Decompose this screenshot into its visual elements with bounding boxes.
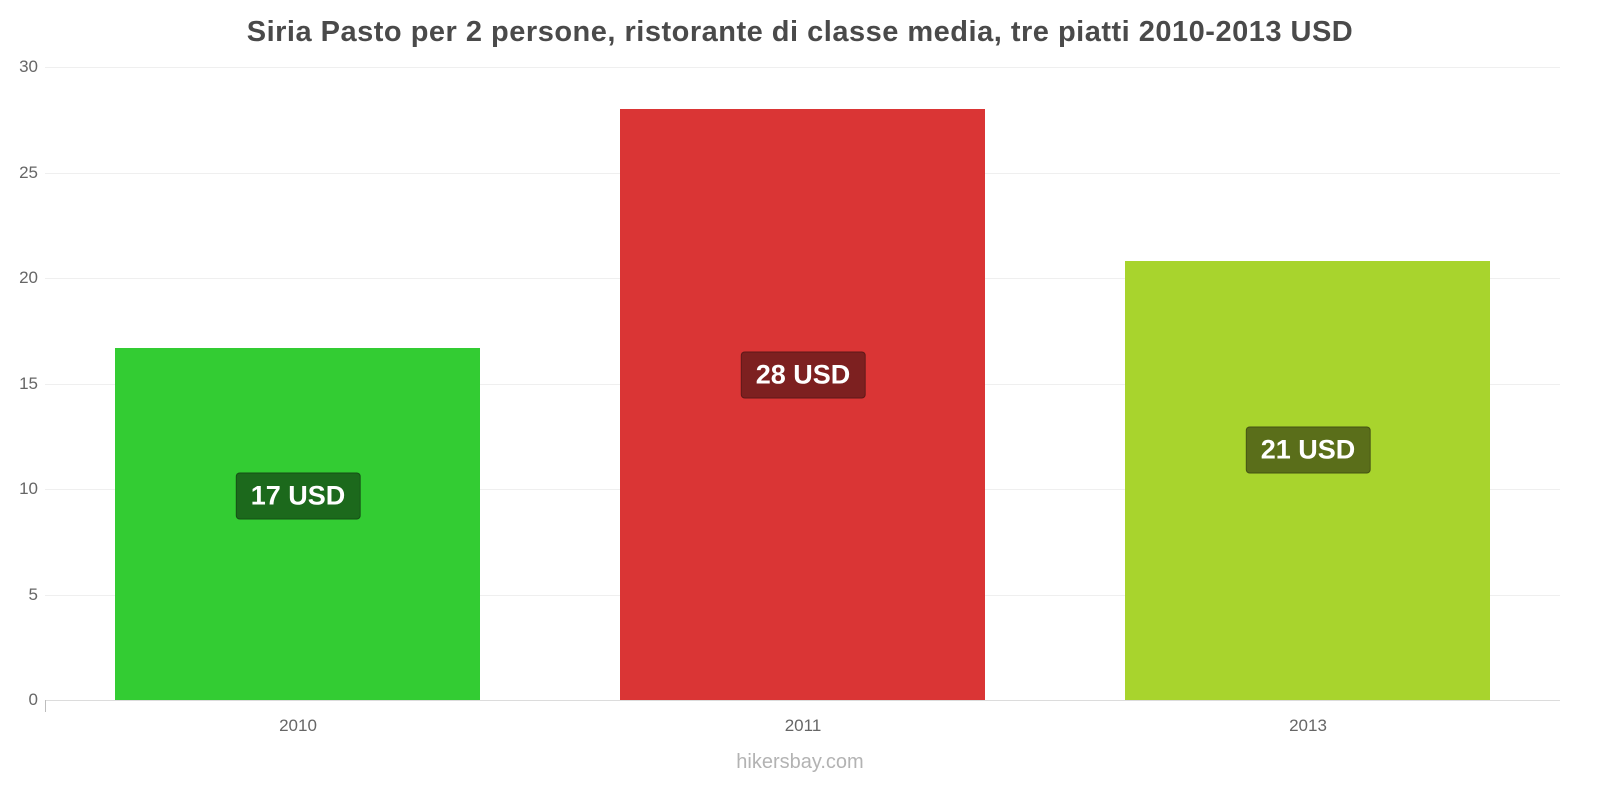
gridline bbox=[45, 67, 1560, 68]
y-axis-tick-label: 10 bbox=[19, 479, 38, 498]
y-axis-tick-label: 20 bbox=[19, 268, 38, 287]
y-axis-tick-label: 5 bbox=[28, 585, 38, 604]
x-axis-tick-label: 2011 bbox=[784, 716, 822, 735]
bar-2011 bbox=[620, 109, 985, 700]
x-axis-tick-label: 2013 bbox=[1289, 716, 1327, 735]
chart-title: Siria Pasto per 2 persone, ristorante di… bbox=[246, 16, 1354, 48]
footer-watermark: hikersbay.com bbox=[736, 751, 864, 773]
bar-value-label: 21 USD bbox=[1245, 426, 1371, 474]
y-axis-tick-label: 30 bbox=[19, 57, 38, 76]
bar-value-label: 28 USD bbox=[740, 351, 866, 399]
gridline bbox=[45, 700, 1560, 701]
bar-2013 bbox=[1125, 261, 1490, 700]
x-axis-tick-label: 2010 bbox=[279, 716, 317, 735]
y-axis-tick-label: 15 bbox=[19, 374, 38, 393]
bar-value-label: 17 USD bbox=[235, 472, 361, 520]
x-axis-tick bbox=[45, 700, 46, 712]
bar-2010 bbox=[115, 348, 480, 700]
y-axis-tick-label: 25 bbox=[19, 163, 38, 182]
y-axis-tick-label: 0 bbox=[28, 690, 38, 709]
